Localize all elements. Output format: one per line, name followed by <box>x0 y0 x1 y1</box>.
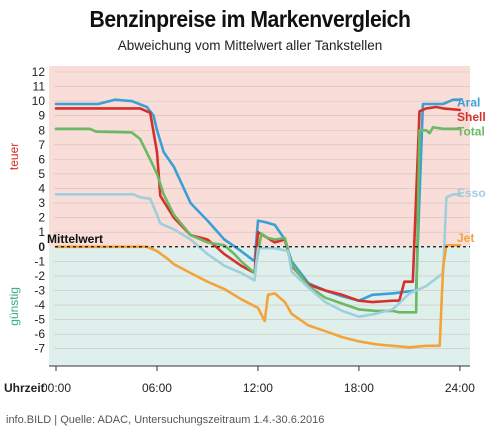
x-tick-label: 00:00 <box>41 381 71 395</box>
source-footer: info.BILD | Quelle: ADAC, Untersuchungsz… <box>6 414 325 426</box>
series-label-total: Total <box>457 125 485 139</box>
y-tick-label: 0 <box>38 240 45 254</box>
y-tick-label: 8 <box>38 123 45 137</box>
y-tick-label: 5 <box>38 167 45 181</box>
y-tick-label: 10 <box>32 94 46 108</box>
series-line-aral <box>54 98 462 302</box>
chart-title: Benzinpreise im Markenvergleich <box>89 6 411 32</box>
series-line-jet <box>54 244 462 349</box>
y-tick-label: 6 <box>38 152 45 166</box>
series-line-esso <box>54 193 462 318</box>
y-tick-label: -6 <box>34 327 45 341</box>
y-tick-label: -3 <box>34 283 45 297</box>
y-label-teuer: teuer <box>7 143 21 170</box>
x-tick-label: 24:00 <box>445 381 475 395</box>
series-label-aral: Aral <box>457 96 480 110</box>
x-axis-title: Uhrzeit <box>4 381 45 395</box>
chart-subtitle: Abweichung vom Mittelwert aller Tankstel… <box>117 38 383 53</box>
x-tick-label: 06:00 <box>142 381 172 395</box>
series-line-total <box>54 126 462 314</box>
y-label-guenstig: günstig <box>7 287 21 326</box>
y-tick-label: 2 <box>38 211 45 225</box>
y-tick-label: 4 <box>38 182 45 196</box>
y-tick-label: 12 <box>32 65 46 79</box>
y-tick-label: -5 <box>34 313 45 327</box>
series-label-esso: Esso <box>457 186 486 200</box>
y-tick-label: -2 <box>34 269 45 283</box>
y-tick-label: 3 <box>38 196 45 210</box>
series-label-jet: Jet <box>457 231 474 245</box>
y-tick-label: 1 <box>38 225 45 239</box>
mittelwert-label: Mittelwert <box>47 232 103 246</box>
x-tick-label: 12:00 <box>243 381 273 395</box>
y-tick-label: -4 <box>34 298 45 312</box>
x-tick-label: 18:00 <box>344 381 374 395</box>
y-tick-label: -7 <box>34 342 45 356</box>
y-tick-label: 11 <box>33 80 46 94</box>
y-tick-label: 9 <box>38 109 45 123</box>
y-tick-label: 7 <box>38 138 45 152</box>
teuer-region <box>49 66 470 247</box>
series-label-shell: Shell <box>457 110 486 124</box>
y-tick-label: -1 <box>34 254 45 268</box>
